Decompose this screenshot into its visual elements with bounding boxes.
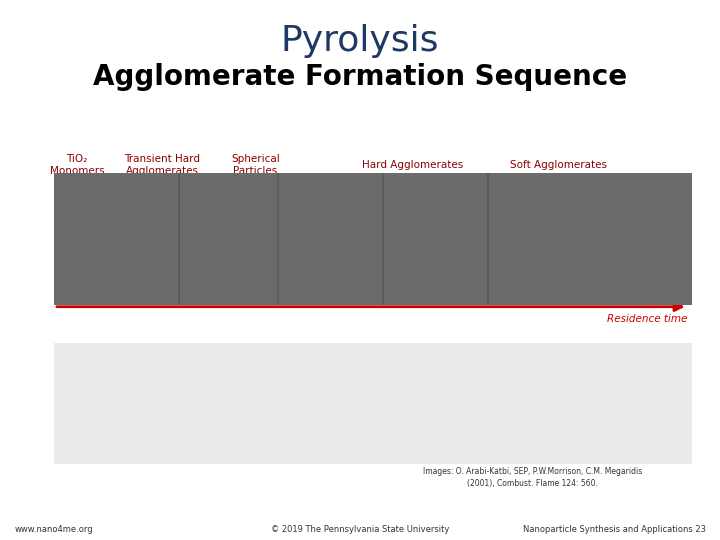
- Text: Hard Agglomerates: Hard Agglomerates: [362, 160, 463, 170]
- Text: www.nano4me.org: www.nano4me.org: [14, 524, 93, 534]
- Text: Spherical
Particles: Spherical Particles: [231, 153, 280, 176]
- Text: Images: O. Arabi-Katbi, SEP, P.W.Morrison, C.M. Megaridis
(2001), Combust. Flame: Images: O. Arabi-Katbi, SEP, P.W.Morriso…: [423, 467, 642, 488]
- Text: TiO₂
Monomers: TiO₂ Monomers: [50, 153, 104, 176]
- Text: Residence time: Residence time: [607, 314, 688, 325]
- Text: Transient Hard
Agglomerates: Transient Hard Agglomerates: [124, 153, 200, 176]
- Text: Pyrolysis: Pyrolysis: [281, 24, 439, 57]
- Text: Nanoparticle Synthesis and Applications 23: Nanoparticle Synthesis and Applications …: [523, 524, 706, 534]
- Text: Soft Agglomerates: Soft Agglomerates: [510, 160, 606, 170]
- Text: © 2019 The Pennsylvania State University: © 2019 The Pennsylvania State University: [271, 524, 449, 534]
- Text: Agglomerate Formation Sequence: Agglomerate Formation Sequence: [93, 63, 627, 91]
